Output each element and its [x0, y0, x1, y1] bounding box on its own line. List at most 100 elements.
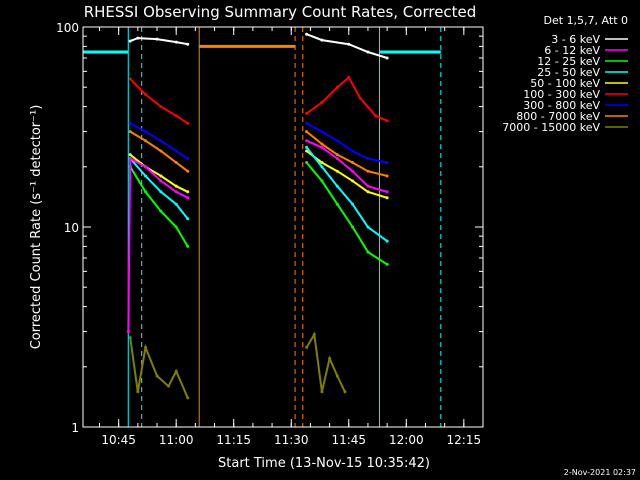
series-0-point-0-1	[136, 36, 140, 40]
series-5-point-1-6	[385, 119, 389, 123]
series-2-point-1-2	[335, 202, 339, 206]
series-5-point-0-1	[144, 92, 148, 96]
y-tick-label-2: 100	[56, 21, 79, 35]
legend-label-1: 6 - 12 keV	[544, 44, 600, 57]
series-0-point-0-2	[155, 37, 159, 41]
series-3-point-1-2	[335, 184, 339, 188]
series-8-point-0-2	[144, 345, 148, 349]
series-2-point-1-1	[320, 179, 324, 183]
series-4-point-0-2	[159, 174, 163, 178]
x-tick-label-0: 10:45	[101, 433, 136, 447]
series-4-point-0-3	[174, 184, 178, 188]
chart-title: RHESSI Observing Summary Count Rates, Co…	[84, 3, 477, 21]
series-7-point-1-2	[335, 153, 339, 157]
series-0-point-1-2	[347, 42, 351, 46]
series-7-point-0-3	[174, 161, 178, 165]
y-tick-label-1: 10	[64, 221, 79, 235]
legend-label-6: 300 - 800 keV	[523, 99, 600, 112]
series-6-point-0-2	[159, 139, 163, 143]
series-1-point-1-0	[305, 139, 309, 143]
series-8-point-0-6	[186, 396, 190, 400]
series-2-point-0-3	[174, 225, 178, 229]
series-0-point-1-1	[320, 38, 324, 42]
legend-label-0: 3 - 6 keV	[551, 33, 600, 46]
series-4-point-0-4	[186, 190, 190, 194]
legend-label-4: 50 - 100 keV	[530, 77, 600, 90]
series-3-point-0-2	[159, 190, 163, 194]
series-6-point-1-5	[385, 161, 389, 165]
series-6-point-1-4	[366, 157, 370, 161]
series-6-point-0-3	[174, 149, 178, 153]
series-8-point-1-5	[343, 390, 347, 394]
series-8-point-0-4	[167, 384, 171, 388]
series-6-point-1-2	[335, 139, 339, 143]
series-5-point-0-0	[128, 77, 132, 81]
series-6-segment-0	[129, 122, 189, 160]
series-2-segment-1	[305, 161, 388, 266]
y-tick-label-0: 1	[71, 421, 79, 435]
series-6-point-1-0	[305, 121, 309, 125]
legend-label-5: 100 - 300 keV	[523, 88, 600, 101]
series-1-point-0-1	[128, 157, 132, 161]
series-5-point-1-0	[305, 111, 309, 115]
x-tick-label-2: 11:15	[216, 433, 251, 447]
series-7-point-0-0	[128, 130, 132, 134]
series-1-point-0-0	[126, 330, 130, 334]
plot-area	[82, 27, 442, 427]
legend-label-2: 12 - 25 keV	[537, 55, 600, 68]
series-7-point-1-5	[385, 174, 389, 178]
series-6-point-1-1	[320, 130, 324, 134]
axes: 10:45 11:00 11:15 11:30 11:45 12:00 12:15 1 10 10…	[56, 21, 484, 447]
series-0-segment-1	[306, 33, 388, 59]
series-4-segment-1	[305, 150, 388, 199]
series-6-point-0-1	[144, 130, 148, 134]
series-3-point-0-3	[174, 202, 178, 206]
series-7-point-1-4	[366, 169, 370, 173]
series-0-point-1-4	[385, 56, 389, 60]
series-6-point-1-3	[351, 149, 355, 153]
series-7-segment-1	[305, 130, 388, 177]
series-3-point-1-5	[385, 239, 389, 243]
series-8-point-1-3	[328, 357, 332, 361]
series-1-segment-0	[127, 156, 189, 332]
series-3-point-1-4	[366, 225, 370, 229]
series-3-point-0-1	[144, 174, 148, 178]
series-7-point-1-3	[351, 161, 355, 165]
series-2-point-0-2	[159, 209, 163, 213]
series-1-point-1-4	[366, 184, 370, 188]
series-5-point-1-5	[374, 114, 378, 118]
series-1-point-1-5	[385, 190, 389, 194]
series-4-point-1-3	[351, 179, 355, 183]
y-axis-label: Corrected Count Rate (s⁻¹ detector⁻¹)	[29, 105, 44, 350]
series-0-point-0-0	[128, 39, 132, 43]
series-7-segment-0	[129, 130, 189, 173]
series-8-segment-1	[305, 331, 346, 393]
series-4-segment-0	[129, 153, 189, 193]
series-7-point-0-1	[144, 139, 148, 143]
series-7-point-0-2	[159, 149, 163, 153]
series-5-point-0-3	[174, 114, 178, 118]
series-0-point-0-3	[174, 40, 178, 44]
x-tick-label-5: 12:00	[389, 433, 424, 447]
series-4-point-1-2	[335, 169, 339, 173]
series-1-point-1-1	[320, 145, 324, 149]
series-4-point-1-0	[305, 149, 309, 153]
series-4-point-0-0	[128, 153, 132, 157]
series-3-point-1-3	[351, 202, 355, 206]
series-4-point-1-4	[366, 190, 370, 194]
series-1-point-0-3	[159, 179, 163, 183]
series-1-point-0-5	[186, 196, 190, 200]
series-5-point-0-2	[159, 105, 163, 109]
series-4-point-1-5	[385, 196, 389, 200]
series-3-segment-1	[305, 146, 388, 242]
series-0-point-1-0	[305, 32, 309, 36]
series-2-point-1-4	[366, 250, 370, 254]
series-3-point-1-1	[320, 165, 324, 169]
x-axis-label: Start Time (13-Nov-15 10:35:42)	[218, 456, 430, 471]
series-3-point-0-4	[186, 217, 190, 221]
series-2-point-0-4	[186, 244, 190, 248]
series-5-segment-1	[306, 75, 388, 122]
series-8-point-1-4	[335, 374, 339, 378]
